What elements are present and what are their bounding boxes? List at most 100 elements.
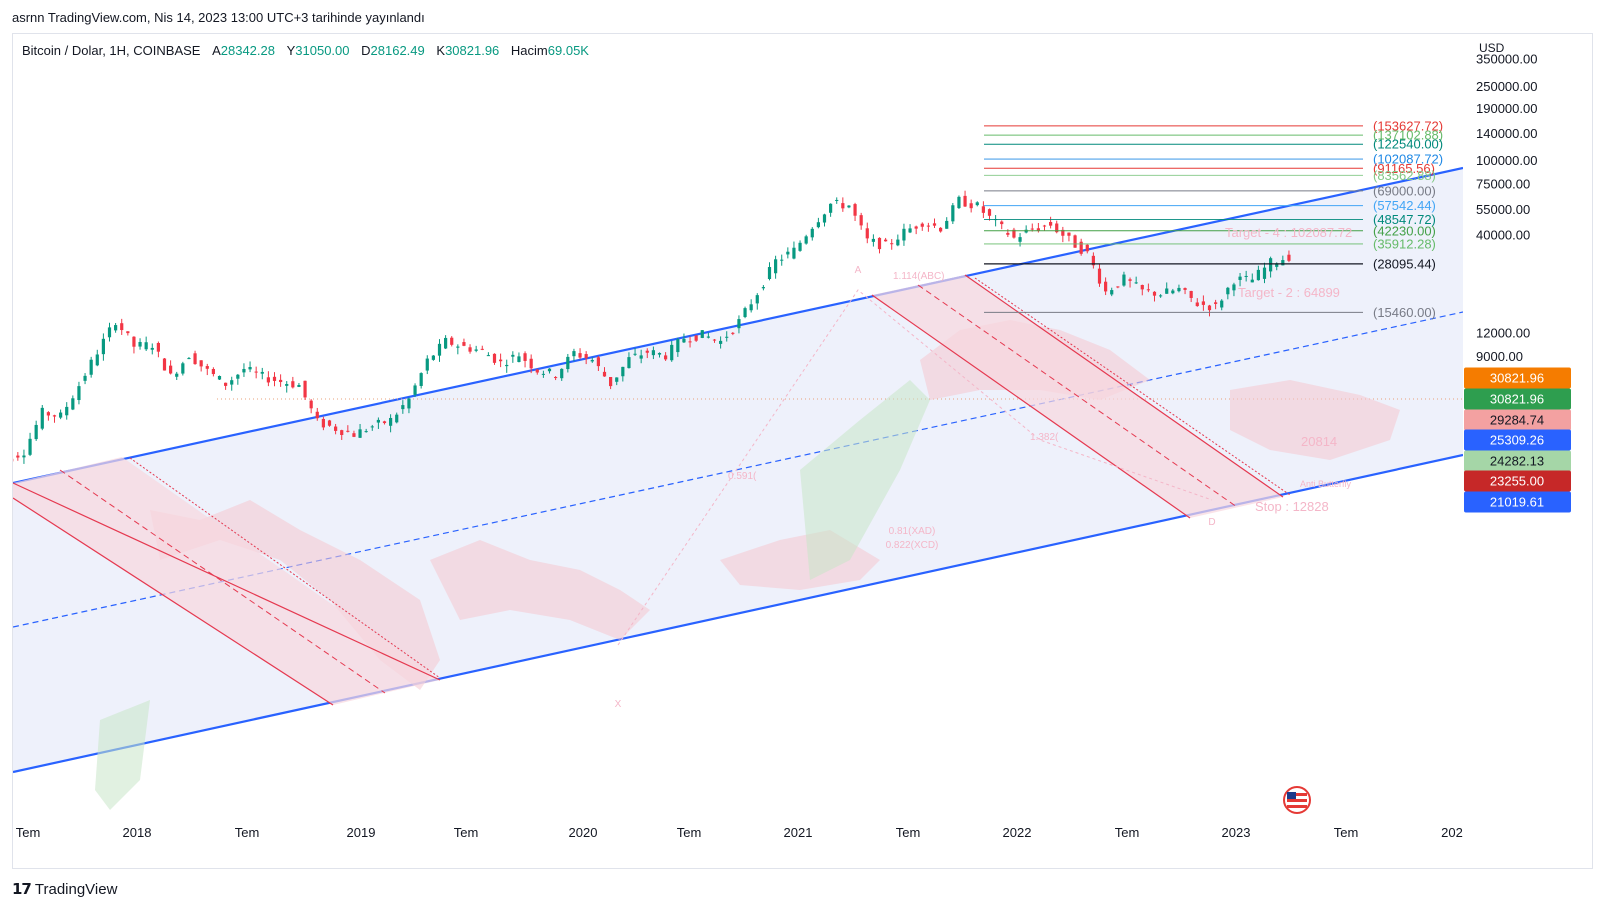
currency-label[interactable]: USD [1479, 41, 1505, 55]
candle-body-122 [737, 319, 741, 329]
candle-body-47 [279, 379, 283, 383]
down-channel-2022-lower-line[interactable] [871, 294, 1191, 519]
candle-body-141 [853, 204, 857, 216]
candle-body-104 [627, 357, 631, 369]
ichimoku-cloud-2 [430, 540, 650, 640]
down-channel-2018-upper-line[interactable] [13, 482, 441, 681]
candle-body-209 [1269, 258, 1273, 272]
candle-body-161 [975, 202, 979, 206]
fib-level-label-7: (69000.00) [1373, 183, 1436, 198]
candle-body-156 [945, 220, 949, 229]
candle-body-62 [370, 426, 374, 428]
price-tick-7: 55000.00 [1476, 202, 1530, 217]
candle-body-193 [1171, 290, 1175, 294]
candle-body-69 [413, 385, 417, 395]
candle-body-125 [755, 295, 759, 304]
price-badge-1[interactable] [1464, 367, 1571, 389]
symbol-title[interactable]: Bitcoin / Dolar, 1H, COINBASE [22, 43, 201, 58]
candle-body-199 [1207, 305, 1212, 311]
candle-body-44 [260, 371, 264, 374]
candle-body-24 [138, 341, 142, 347]
candle-body-144 [871, 238, 875, 242]
candle-body-200 [1214, 302, 1218, 304]
candle-body-22 [126, 331, 130, 334]
price-tick-6: 75000.00 [1476, 177, 1530, 192]
candle-body-64 [382, 421, 387, 424]
price-badge-7[interactable] [1464, 491, 1571, 513]
time-tick-1: Tem [16, 825, 41, 840]
price-badge-label-1: 30821.96 [1490, 371, 1544, 386]
candle-body-100 [602, 371, 607, 377]
candle-body-202 [1226, 287, 1230, 295]
candle-body-84 [505, 364, 509, 367]
candle-body-42 [248, 367, 252, 370]
candle-body-94 [566, 356, 570, 370]
price-badge-label-5: 24282.13 [1490, 454, 1544, 469]
candle-body-130 [786, 251, 790, 255]
price-badge-4[interactable] [1464, 429, 1571, 451]
fib-level-label-10: (42230.00) [1373, 223, 1436, 238]
candle-body-66 [395, 414, 399, 423]
channel-midline[interactable] [13, 311, 1463, 628]
candle-body-170 [1030, 228, 1034, 230]
price-badge-6[interactable] [1464, 470, 1571, 492]
price-badge-3[interactable] [1464, 409, 1571, 431]
candle-body-146 [884, 239, 888, 242]
candle-body-80 [480, 348, 484, 350]
candle-body-14 [77, 386, 81, 401]
candle-body-39 [230, 380, 234, 385]
candle-body-171 [1036, 228, 1040, 231]
time-tick-8: 2021 [784, 825, 813, 840]
candle-body-181 [1097, 268, 1102, 284]
candle-body-41 [242, 368, 246, 373]
time-tick-14: 202 [1441, 825, 1463, 840]
candle-body-48 [285, 384, 289, 386]
price-tick-1: 350000.00 [1476, 52, 1537, 67]
candle-body-4 [16, 455, 20, 458]
candle-body-190 [1152, 291, 1157, 296]
candle-body-105 [633, 353, 637, 355]
us-flag-icon[interactable] [1283, 786, 1311, 814]
publication-note: asrnn TradingView.com, Nis 14, 2023 13:0… [12, 10, 425, 25]
candle-body-81 [486, 355, 490, 357]
price-badge-label-4: 25309.26 [1490, 433, 1544, 448]
flag-stripe-2 [1287, 799, 1307, 802]
candle-body-207 [1256, 269, 1260, 281]
tradingview-logo-icon: 𝟭𝟳 [12, 881, 32, 898]
high-label: Y [286, 43, 296, 58]
stop-annotation: Stop : 12828 [1255, 499, 1329, 514]
fib-level-label-12: (28095.44) [1373, 256, 1436, 271]
candle-body-195 [1183, 288, 1187, 290]
price-badge-5[interactable] [1464, 450, 1571, 472]
candle-body-145 [877, 237, 882, 250]
candle-body-205 [1244, 275, 1248, 277]
fib-level-label-6: (83562.88) [1373, 168, 1436, 183]
candle-body-17 [95, 354, 99, 366]
candle-body-138 [835, 199, 839, 201]
ichimoku-cloud-4 [800, 380, 930, 580]
candle-body-196 [1189, 290, 1193, 298]
time-tick-3: Tem [235, 825, 260, 840]
candle-body-71 [425, 358, 429, 371]
time-tick-9: Tem [896, 825, 921, 840]
candle-body-29 [169, 365, 173, 374]
candle-body-77 [462, 342, 466, 346]
price-badge-2[interactable] [1464, 388, 1571, 410]
candle-body-162 [981, 206, 985, 213]
candle-body-175 [1061, 229, 1065, 236]
candle-body-182 [1104, 281, 1108, 292]
candle-body-157 [951, 205, 955, 222]
candle-body-85 [511, 354, 515, 357]
fib-level-label-4: (102087.72) [1373, 152, 1443, 167]
pattern-point-x: X [615, 699, 622, 710]
candle-body-23 [132, 336, 136, 347]
candle-body-8 [40, 407, 44, 429]
candle-body-103 [621, 366, 625, 377]
candle-body-154 [932, 223, 937, 226]
candle-body-110 [664, 355, 668, 360]
down-channel-2018-lower-line[interactable] [13, 497, 334, 706]
price-tick-9: 12000.00 [1476, 325, 1530, 340]
candle-body-74 [444, 337, 448, 349]
brand-footer[interactable]: 𝟭𝟳 TradingView [12, 880, 117, 899]
